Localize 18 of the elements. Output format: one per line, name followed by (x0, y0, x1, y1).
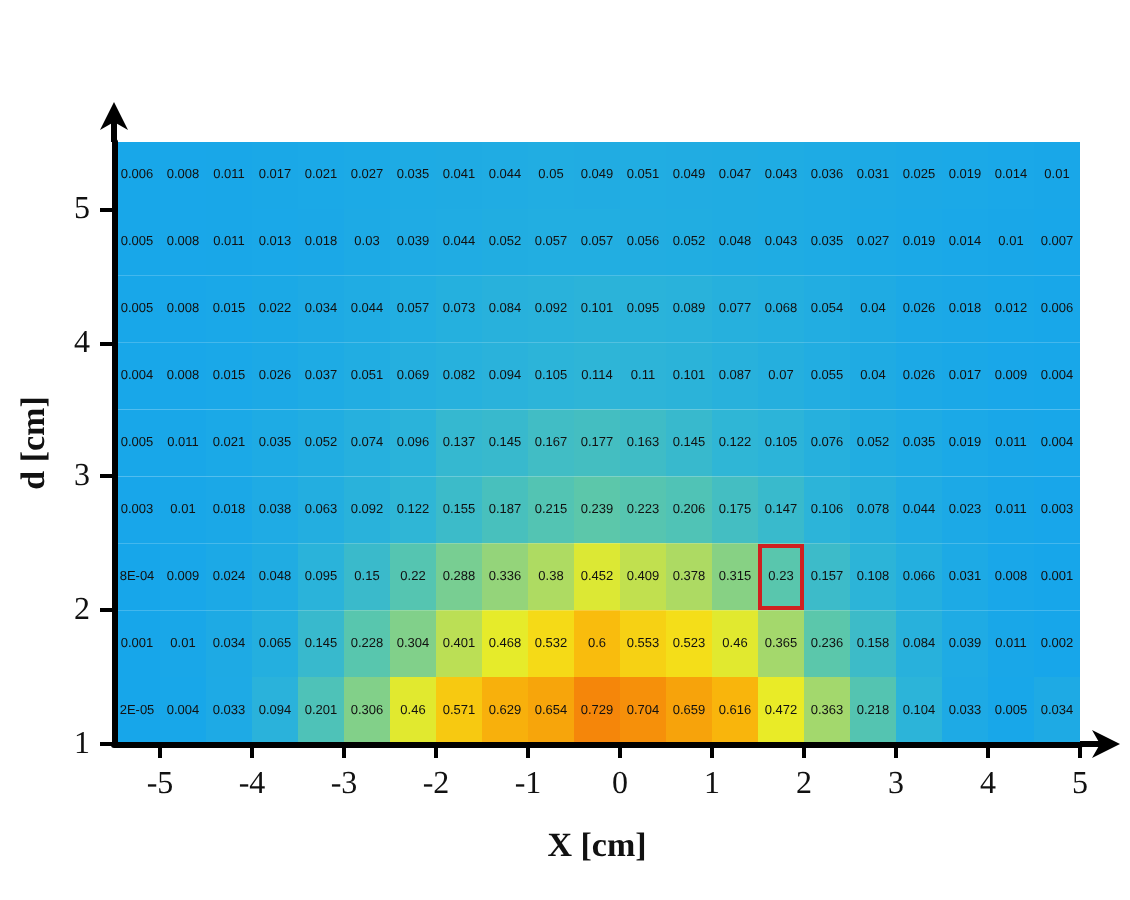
x-tick-label: -1 (514, 767, 542, 801)
x-tick-label: -2 (422, 767, 450, 801)
x-tick-label: -4 (238, 767, 266, 801)
x-tick-label: 3 (888, 767, 904, 801)
y-tick-label: 3 (74, 459, 90, 494)
x-tick-label: 5 (1072, 767, 1088, 801)
y-tick-label: 2 (74, 593, 90, 628)
x-tick-label: -3 (330, 767, 358, 801)
y-tick-label: 5 (74, 191, 90, 226)
x-tick-label: 0 (612, 767, 628, 801)
x-axis-title: X [cm] (547, 826, 647, 864)
x-tick-label: 4 (980, 767, 996, 801)
y-tick-label: 1 (74, 727, 90, 761)
x-tick-label: -5 (146, 767, 174, 801)
x-tick-label: 1 (704, 767, 720, 801)
x-tick-label: 2 (796, 767, 812, 801)
y-tick-label: 4 (74, 325, 90, 360)
y-axis-title: d [cm] (14, 396, 52, 490)
